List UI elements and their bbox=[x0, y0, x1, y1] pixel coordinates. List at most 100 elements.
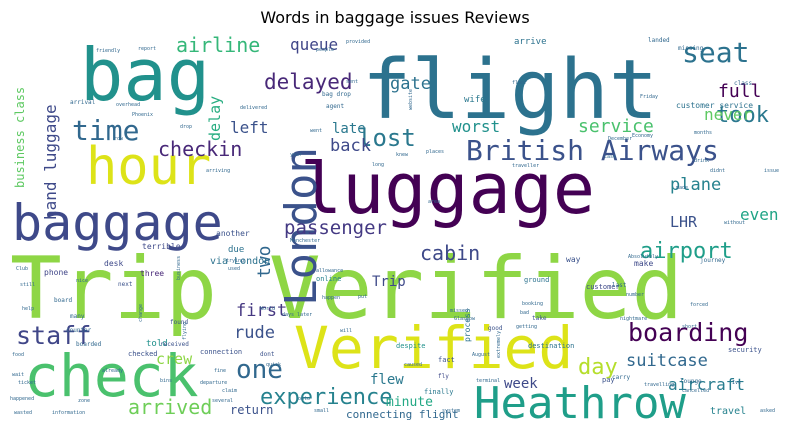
word-put: put bbox=[358, 294, 367, 300]
word-wait: wait bbox=[12, 372, 24, 378]
word-return: return bbox=[230, 403, 273, 417]
word-overhead: overhead bbox=[116, 102, 140, 108]
word-passenger: passenger bbox=[284, 217, 387, 239]
word-london: London bbox=[276, 147, 327, 306]
word-information: information bbox=[52, 410, 85, 416]
word-club: Club bbox=[16, 266, 28, 272]
word-booking: booking bbox=[522, 301, 543, 307]
word-baggage: baggage bbox=[12, 194, 223, 252]
word-lhr: LHR bbox=[670, 213, 698, 231]
word-online: online bbox=[316, 275, 341, 283]
word-left: left bbox=[230, 118, 269, 137]
word-wasted: wasted bbox=[14, 410, 32, 416]
word-destination: destination bbox=[528, 342, 574, 350]
word-back: back bbox=[330, 136, 371, 156]
word-found: found bbox=[170, 319, 188, 326]
word-places: places bbox=[426, 149, 444, 155]
word-next: next bbox=[118, 281, 133, 288]
word-knew: knew bbox=[396, 152, 409, 158]
word-customer-service: customer service bbox=[676, 101, 753, 110]
word-desk: desk bbox=[104, 259, 123, 268]
word-crew: crew bbox=[156, 350, 193, 368]
word-missed: missed bbox=[450, 308, 468, 314]
word-heathrow: Heathrow bbox=[474, 378, 686, 427]
word-departure: departure bbox=[200, 380, 227, 386]
word-first: first bbox=[236, 301, 287, 321]
word-drink: drink bbox=[694, 158, 709, 164]
word-lounge: lounge bbox=[680, 378, 702, 385]
word-bad: bad bbox=[520, 310, 529, 316]
word-bag-drop: bag drop bbox=[322, 91, 351, 98]
word-late: late bbox=[332, 121, 366, 137]
word-customer: customer bbox=[586, 283, 620, 291]
word-without: without bbox=[724, 220, 745, 226]
word-told: told bbox=[146, 339, 168, 349]
word-went: went bbox=[310, 128, 322, 134]
word-cancelled: cancelled bbox=[682, 388, 709, 394]
word-delay: delay bbox=[206, 96, 224, 141]
word-another: another bbox=[216, 229, 250, 238]
word-gate: gate bbox=[390, 74, 431, 94]
word-claim: claim bbox=[222, 388, 237, 394]
word-queue: queue bbox=[290, 35, 338, 54]
word-zone: zone bbox=[78, 398, 90, 404]
word-arrive: arrive bbox=[514, 37, 547, 47]
word-travel: travel bbox=[710, 406, 746, 417]
word-ive: Ive bbox=[732, 380, 741, 386]
word-service: service bbox=[578, 116, 654, 137]
word-small: small bbox=[314, 408, 329, 414]
word-trip: Trip bbox=[372, 274, 406, 290]
word-three: three bbox=[140, 269, 164, 278]
word-wife: wife bbox=[464, 95, 486, 105]
word-traveller: traveller bbox=[512, 163, 539, 169]
word-didnt: didnt bbox=[710, 168, 725, 174]
word-nice: nice bbox=[76, 278, 88, 284]
word-fact: fact bbox=[438, 356, 455, 364]
word-glasgow: Glasgow bbox=[454, 316, 476, 322]
word-people: people bbox=[316, 47, 334, 53]
word-counter: counter bbox=[66, 327, 92, 334]
chart-title: Words in baggage issues Reviews bbox=[260, 8, 530, 27]
word-time: time bbox=[72, 114, 139, 147]
word-two: two bbox=[254, 245, 275, 278]
word-ground: ground bbox=[524, 276, 549, 284]
word-staff: staff bbox=[16, 321, 91, 350]
word-via-london: via London bbox=[210, 256, 270, 267]
word-finally: finally bbox=[424, 388, 454, 396]
word-website: website bbox=[408, 89, 414, 110]
word-one: one bbox=[236, 355, 283, 385]
word-connecting-flight: connecting flight bbox=[346, 408, 459, 421]
word-security: security bbox=[728, 346, 762, 354]
word-happened: happened bbox=[10, 396, 34, 402]
word-happen: happen bbox=[322, 295, 340, 301]
word-boarding: boarding bbox=[628, 318, 748, 347]
word-airport: airport bbox=[640, 239, 733, 264]
word-august: August bbox=[472, 352, 490, 358]
word-already: already bbox=[102, 368, 123, 374]
word-quick: quick bbox=[266, 362, 281, 368]
word-row: row bbox=[114, 136, 124, 142]
word-week: week bbox=[504, 376, 538, 392]
word-caused: caused bbox=[404, 362, 422, 368]
word-plane: plane bbox=[670, 175, 721, 195]
word-system: system bbox=[442, 408, 460, 414]
word-checkin: checkin bbox=[158, 137, 242, 161]
word-delayed: delayed bbox=[264, 70, 353, 94]
word-connection: connection bbox=[200, 348, 242, 356]
word-luggage: luggage bbox=[300, 148, 595, 230]
word-issue: issue bbox=[764, 168, 779, 174]
word-used: used bbox=[228, 266, 240, 272]
word-phoenix: Phoenix bbox=[132, 112, 153, 118]
word-class: class bbox=[734, 80, 752, 87]
word-change: change bbox=[138, 304, 144, 322]
word-absolutely: Absolutely bbox=[628, 254, 658, 260]
word-missing: missing bbox=[678, 45, 704, 52]
word-asked: asked bbox=[760, 408, 775, 414]
word-seat: seat bbox=[682, 36, 749, 69]
word-cabin: cabin bbox=[420, 241, 480, 265]
word-took: took bbox=[716, 103, 769, 128]
word-process: process bbox=[463, 308, 472, 342]
word-bag: bag bbox=[80, 33, 210, 117]
word-trip-verified: Trip Verified bbox=[10, 239, 683, 339]
